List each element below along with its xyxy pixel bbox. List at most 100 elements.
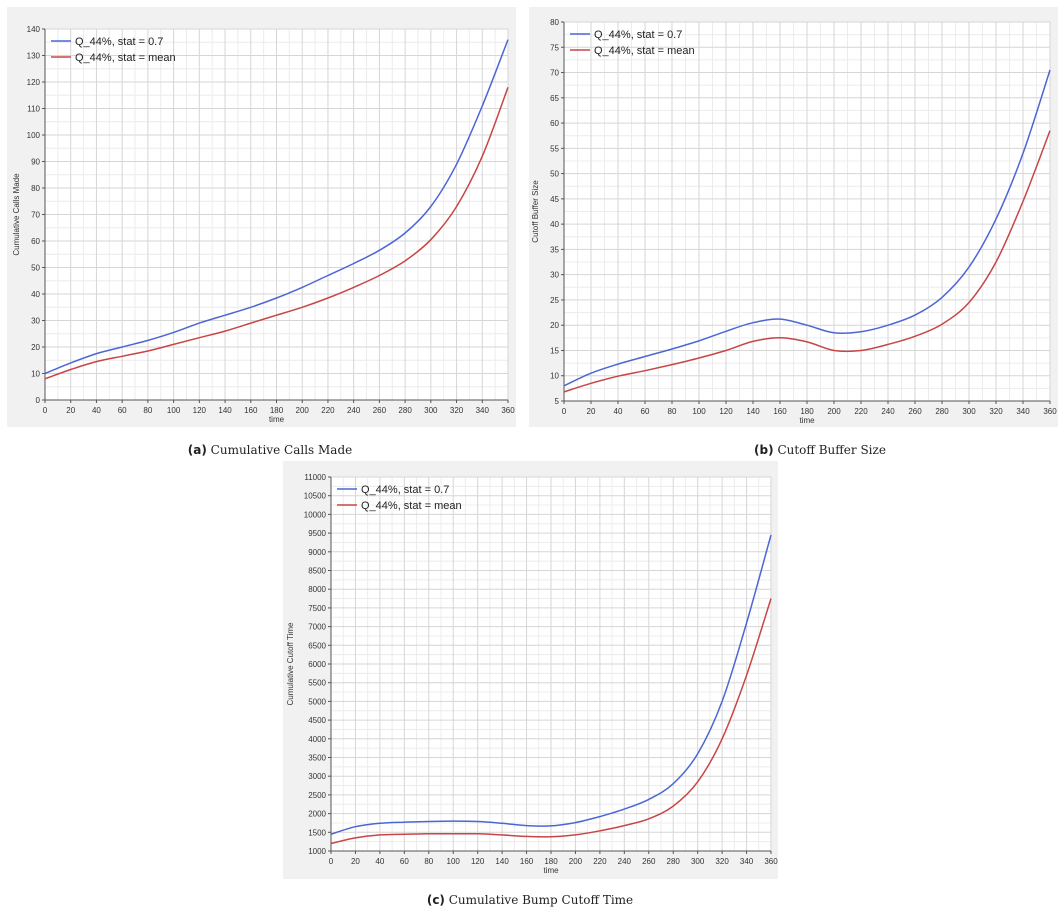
chart-b-y-tick-label: 50 [550, 170, 559, 179]
chart-c-x-tick-label: 340 [740, 857, 754, 866]
chart-c-y-tick-label: 8000 [308, 585, 326, 594]
chart-c: 0 20 40 60 80 100 120 140 160 180 200 220 240 260 280 3… [286, 473, 778, 875]
chart-b-y-tick-label: 55 [550, 144, 559, 153]
chart-b-y-tick-label: 80 [550, 18, 559, 27]
chart-c-x-tick-label: 280 [667, 857, 681, 866]
chart-c-y-tick-label: 8500 [308, 567, 326, 576]
chart-a-y-tick-label: 90 [31, 158, 40, 167]
chart-c-y-tick-label: 9000 [308, 548, 326, 557]
chart-c-y-tick-label: 9500 [308, 529, 326, 538]
chart-a-series-line-1 [44, 39, 509, 375]
chart-c-x-tick-label: 80 [424, 857, 433, 866]
chart-panel-a: 0 20 40 60 80 100 120 140 160 180 200 220 240 260 280 3… [7, 7, 516, 427]
chart-b-x-tick-label: 320 [989, 407, 1003, 416]
chart-a-x-tick-label: 80 [143, 406, 152, 415]
caption-c-text: Cumulative Bump Cutoff Time [448, 893, 634, 907]
chart-c-y-tick-label: 1500 [308, 828, 326, 837]
chart-b-x-axis-title: time [799, 416, 815, 425]
chart-c-y-axis-title: Cumulative Cutoff Time [286, 622, 295, 706]
chart-panel-c: 0 20 40 60 80 100 120 140 160 180 200 220 240 260 280 3… [283, 461, 778, 879]
chart-c-x-tick-label: 360 [764, 857, 778, 866]
chart-b-y-tick-label: 10 [550, 372, 559, 381]
chart-b-y-tick-label: 75 [550, 43, 559, 52]
chart-c-y-tick-label: 10000 [304, 510, 327, 519]
chart-c-legend-label-1: Q_44%, stat = 0.7 [361, 484, 449, 496]
chart-c-x-tick-label: 120 [471, 857, 485, 866]
chart-panel-b: 0 20 40 60 80 100 120 140 160 180 200 220 240 260 280 3… [529, 7, 1058, 427]
chart-c-y-tick-label: 4500 [308, 716, 326, 725]
chart-c-x-tick-label: 140 [495, 857, 509, 866]
chart-c-y-tick-label: 7000 [308, 623, 326, 632]
chart-c-y-tick-label: 7500 [308, 604, 326, 613]
chart-a-y-tick-label: 100 [27, 131, 41, 140]
chart-b-y-tick-label: 65 [550, 94, 559, 103]
caption-b-text: Cutoff Buffer Size [777, 443, 886, 457]
chart-a-y-tick-label: 70 [31, 211, 40, 220]
chart-c-x-tick-label: 60 [400, 857, 409, 866]
chart-a-x-tick-label: 60 [118, 406, 127, 415]
chart-b-series-line-2 [563, 130, 1051, 393]
chart-b-x-tick-label: 20 [587, 407, 596, 416]
chart-c-x-tick-label: 100 [447, 857, 461, 866]
chart-a-y-tick-label: 60 [31, 237, 40, 246]
chart-a-x-tick-label: 280 [398, 406, 412, 415]
chart-a-y-tick-label: 140 [27, 25, 41, 34]
chart-c-x-tick-label: 200 [569, 857, 583, 866]
chart-a-y-tick-label: 40 [31, 290, 40, 299]
chart-c-y-tick-label: 6500 [308, 641, 326, 650]
chart-b-y-axis-title: Cutoff Buffer Size [531, 180, 540, 243]
chart-b-y-tick-label: 15 [550, 346, 559, 355]
chart-c-y-tick-label: 3500 [308, 754, 326, 763]
chart-a-x-tick-label: 300 [424, 406, 438, 415]
chart-a-y-tick-label: 50 [31, 264, 40, 273]
chart-c-y-tick-label: 2000 [308, 810, 326, 819]
caption-a-label: (a) [187, 443, 207, 457]
chart-c-y-tick-label: 5000 [308, 697, 326, 706]
chart-c-x-tick-label: 300 [691, 857, 705, 866]
chart-a-x-tick-label: 40 [92, 406, 101, 415]
chart-a-x-tick-label: 160 [244, 406, 258, 415]
chart-c-y-tick-label: 5500 [308, 679, 326, 688]
chart-b-y-tick-label: 30 [550, 271, 559, 280]
chart-b-x-tick-label: 300 [962, 407, 976, 416]
chart-b-x-tick-label: 240 [881, 407, 895, 416]
chart-a-y-tick-label: 110 [27, 105, 40, 114]
chart-b-x-tick-label: 180 [800, 407, 814, 416]
chart-b-x-tick-label: 200 [827, 407, 841, 416]
chart-b-x-tick-label: 360 [1043, 407, 1057, 416]
chart-a-x-tick-label: 20 [66, 406, 75, 415]
chart-c-x-tick-label: 20 [351, 857, 360, 866]
chart-a-y-tick-label: 20 [31, 343, 40, 352]
chart-a-x-tick-label: 120 [193, 406, 207, 415]
chart-c-y-tick-label: 6000 [308, 660, 326, 669]
chart-c-legend-label-2: Q_44%, stat = mean [361, 500, 462, 512]
chart-b-x-tick-label: 220 [854, 407, 868, 416]
chart-c-x-tick-label: 260 [642, 857, 656, 866]
chart-a: 0 20 40 60 80 100 120 140 160 180 200 220 240 260 280 3… [12, 25, 515, 424]
chart-a-x-tick-label: 340 [476, 406, 490, 415]
chart-a-series-line-2 [44, 87, 509, 380]
chart-c-y-tick-label: 3000 [308, 772, 326, 781]
chart-b-y-tick-label: 5 [555, 397, 560, 406]
chart-a-y-tick-label: 10 [31, 370, 40, 379]
chart-b-y-tick-label: 60 [550, 119, 559, 128]
chart-a-x-tick-label: 360 [501, 406, 515, 415]
chart-a-x-tick-label: 180 [270, 406, 284, 415]
chart-b-x-tick-label: 140 [746, 407, 760, 416]
chart-c-major-grid [330, 476, 772, 852]
chart-c-series-line-1 [330, 534, 772, 835]
chart-b-x-tick-label: 40 [614, 407, 623, 416]
chart-b-y-tick-label: 25 [550, 296, 559, 305]
chart-b-x-tick-label: 280 [935, 407, 949, 416]
chart-a-y-tick-label: 130 [27, 52, 41, 61]
chart-b-x-tick-label: 340 [1016, 407, 1030, 416]
chart-b-y-tick-label: 70 [550, 69, 559, 78]
chart-b-x-tick-label: 260 [908, 407, 922, 416]
chart-b-x-tick-label: 120 [719, 407, 733, 416]
chart-a-x-tick-label: 240 [347, 406, 361, 415]
caption-a: (a) Cumulative Calls Made [140, 443, 400, 457]
chart-c-x-tick-label: 160 [520, 857, 534, 866]
chart-a-y-axis-title: Cumulative Calls Made [12, 173, 21, 256]
chart-c-x-tick-label: 240 [618, 857, 632, 866]
chart-c-y-tick-label: 11000 [304, 473, 326, 482]
